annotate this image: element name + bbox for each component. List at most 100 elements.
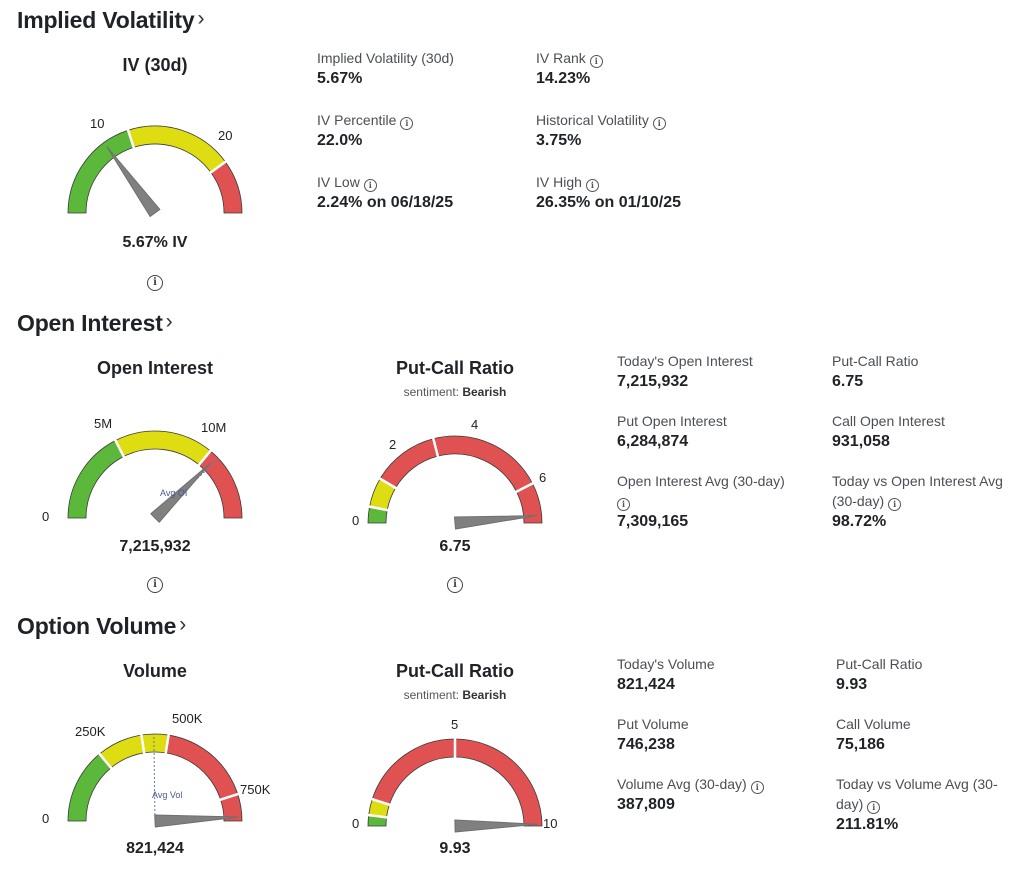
stat-value: 6.75 bbox=[832, 373, 864, 390]
oi-pcr-sentiment: sentiment: Bearish bbox=[355, 385, 555, 399]
stat-iv-percentile: IV Percentile i 22.0% bbox=[317, 110, 414, 150]
stat-label: Today vs Volume Avg (30-day) bbox=[836, 776, 998, 812]
info-icon[interactable]: i bbox=[652, 117, 666, 130]
stat-label: IV Percentile bbox=[317, 112, 397, 128]
stat-iv-rank: IV Rank i 14.23% bbox=[536, 48, 603, 88]
vol-pcr-value: 9.93 bbox=[439, 840, 471, 857]
stat-iv-low: IV Low i 2.24% on 06/18/25 bbox=[317, 172, 453, 212]
oi-gauge-title: Open Interest bbox=[96, 358, 214, 378]
chevron-right-icon: › bbox=[197, 7, 205, 30]
stat-value: 3.75% bbox=[536, 132, 582, 149]
oi-tick-10m: 10M bbox=[201, 420, 227, 435]
oi-pcr-tick-6: 6 bbox=[539, 470, 547, 485]
stat-label: Today's Volume bbox=[617, 656, 715, 672]
stat-put-volume: Put Volume 746,238 bbox=[617, 714, 689, 754]
stat-value: 387,809 bbox=[617, 796, 675, 813]
stat-vol-put-call-ratio: Put-Call Ratio 9.93 bbox=[836, 654, 922, 694]
info-icon[interactable]: i bbox=[400, 117, 414, 130]
oi-gauge bbox=[67, 430, 243, 523]
oi-pcr-tick-4: 4 bbox=[471, 417, 479, 432]
stat-label: Call Volume bbox=[836, 716, 911, 732]
vol-pcr-sentiment: sentiment: Bearish bbox=[355, 688, 555, 702]
oi-pcr-value: 6.75 bbox=[439, 538, 471, 555]
gauge-band bbox=[198, 450, 243, 519]
stat-oi-put-call-ratio: Put-Call Ratio 6.75 bbox=[832, 351, 918, 391]
gauge-needle bbox=[150, 462, 211, 523]
stat-call-volume: Call Volume 75,186 bbox=[836, 714, 911, 754]
stat-label: Put Volume bbox=[617, 716, 689, 732]
stat-value: 9.93 bbox=[836, 676, 868, 693]
stat-label: Put-Call Ratio bbox=[832, 353, 919, 369]
section-title-open-interest[interactable]: Open Interest › bbox=[17, 310, 173, 337]
vol-pcr-title: Put-Call Ratio bbox=[395, 661, 514, 681]
stat-value: 211.81% bbox=[836, 816, 899, 833]
gauge-band-separator bbox=[209, 160, 227, 175]
gauge-band-separator bbox=[164, 733, 171, 755]
stat-label: Call Open Interest bbox=[832, 413, 945, 429]
section-title-option-volume[interactable]: Option Volume › bbox=[17, 613, 186, 640]
info-icon[interactable]: i bbox=[363, 179, 377, 192]
iv-gauge-value: 5.67% IV bbox=[122, 234, 188, 251]
stat-label: Put-Call Ratio bbox=[836, 656, 923, 672]
info-icon[interactable]: i bbox=[888, 498, 902, 511]
stat-value: 22.0% bbox=[317, 132, 363, 149]
stat-call-open-interest: Call Open Interest 931,058 bbox=[832, 411, 945, 451]
vol-tick-0: 0 bbox=[42, 811, 50, 826]
info-icon[interactable]: i bbox=[750, 781, 764, 794]
stat-today-vs-oi-avg: Today vs Open Interest Avg (30-day) i 98.… bbox=[832, 471, 1017, 531]
section-title-text: Option Volume bbox=[17, 613, 177, 639]
sentiment-prefix: sentiment: bbox=[403, 688, 459, 702]
stat-value: 14.23% bbox=[536, 70, 591, 87]
gauge-band bbox=[165, 734, 243, 822]
stat-label: Implied Volatility (30d) bbox=[317, 50, 454, 66]
gauge-band-separator bbox=[378, 477, 398, 490]
vol-gauge bbox=[67, 733, 243, 828]
gauge-band-separator bbox=[219, 792, 240, 802]
stat-label: IV Rank bbox=[536, 50, 586, 66]
vol-gauge-title: Volume bbox=[123, 661, 187, 681]
info-icon[interactable]: i bbox=[447, 577, 463, 593]
stat-volume-avg: Volume Avg (30-day) i 387,809 bbox=[617, 774, 764, 814]
gauge-band bbox=[371, 738, 456, 806]
info-icon[interactable]: i bbox=[589, 55, 603, 68]
gauge-band bbox=[210, 161, 243, 214]
gauge-band-separator bbox=[431, 437, 440, 458]
stat-value: 7,215,932 bbox=[617, 373, 689, 390]
vol-tick-500k: 500K bbox=[172, 711, 203, 726]
gauge-band-separator bbox=[368, 505, 389, 512]
gauge-band bbox=[454, 738, 543, 827]
info-icon[interactable]: i bbox=[585, 179, 599, 192]
stat-label: Historical Volatility bbox=[536, 112, 649, 128]
vol-pcr-tick-0: 0 bbox=[352, 816, 360, 831]
info-icon[interactable]: i bbox=[147, 275, 163, 291]
sentiment-value: Bearish bbox=[462, 688, 507, 702]
stat-value: 821,424 bbox=[617, 676, 675, 693]
info-icon[interactable]: i bbox=[617, 498, 630, 511]
gauge-needle bbox=[106, 146, 161, 218]
stat-value: 5.67% bbox=[317, 70, 363, 87]
info-icon[interactable]: i bbox=[147, 577, 163, 593]
iv-gauge-title: IV (30d) bbox=[122, 55, 188, 75]
stat-label: IV High bbox=[536, 174, 582, 190]
stat-label: Put Open Interest bbox=[617, 413, 727, 429]
oi-tick-0: 0 bbox=[42, 509, 50, 524]
stat-value: 26.35% on 01/10/25 bbox=[536, 194, 681, 211]
gauge-band-separator bbox=[367, 813, 388, 819]
stat-today-vs-volume-avg: Today vs Volume Avg (30-day) i 211.81% bbox=[836, 774, 1016, 834]
stat-value: 6,284,874 bbox=[617, 433, 689, 450]
chevron-right-icon: › bbox=[179, 613, 187, 636]
section-title-implied-volatility[interactable]: Implied Volatility › bbox=[17, 7, 204, 34]
oi-pcr-tick-2: 2 bbox=[389, 437, 397, 452]
sentiment-prefix: sentiment: bbox=[403, 385, 459, 399]
stat-value: 746,238 bbox=[617, 736, 675, 753]
stat-value: 98.72% bbox=[832, 513, 887, 530]
avg-vol-label: Avg Vol bbox=[152, 790, 183, 800]
stat-todays-volume: Today's Volume 821,424 bbox=[617, 654, 715, 694]
stat-put-open-interest: Put Open Interest 6,284,874 bbox=[617, 411, 727, 451]
iv-gauge bbox=[67, 125, 243, 218]
stat-value: 2.24% on 06/18/25 bbox=[317, 194, 454, 211]
gauge-band bbox=[98, 733, 170, 769]
gauge-band bbox=[114, 430, 212, 466]
oi-pcr-title: Put-Call Ratio bbox=[395, 358, 514, 378]
info-icon[interactable]: i bbox=[867, 801, 881, 814]
